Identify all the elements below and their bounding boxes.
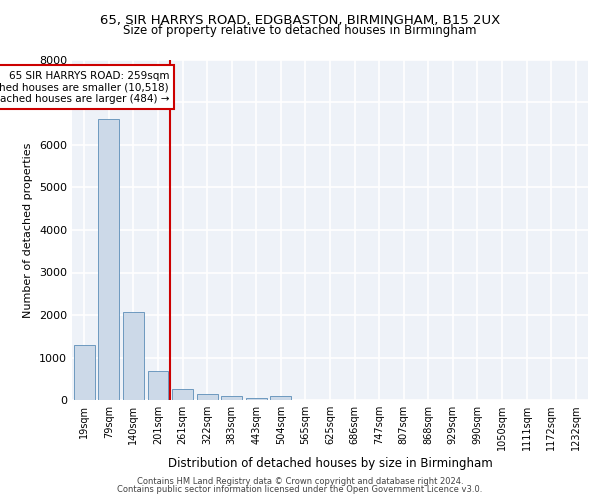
Bar xyxy=(246,398,267,400)
Bar xyxy=(271,396,292,400)
Text: 65, SIR HARRYS ROAD, EDGBASTON, BIRMINGHAM, B15 2UX: 65, SIR HARRYS ROAD, EDGBASTON, BIRMINGH… xyxy=(100,14,500,27)
Bar xyxy=(74,345,95,400)
Text: Size of property relative to detached houses in Birmingham: Size of property relative to detached ho… xyxy=(123,24,477,37)
Bar xyxy=(148,370,169,400)
Bar xyxy=(98,120,119,400)
Text: 65 SIR HARRYS ROAD: 259sqm
← 96% of detached houses are smaller (10,518)
4% of s: 65 SIR HARRYS ROAD: 259sqm ← 96% of deta… xyxy=(0,70,169,104)
Y-axis label: Number of detached properties: Number of detached properties xyxy=(23,142,34,318)
Text: Contains public sector information licensed under the Open Government Licence v3: Contains public sector information licen… xyxy=(118,484,482,494)
Bar xyxy=(197,394,218,400)
X-axis label: Distribution of detached houses by size in Birmingham: Distribution of detached houses by size … xyxy=(167,458,493,470)
Bar xyxy=(123,312,144,400)
Text: Contains HM Land Registry data © Crown copyright and database right 2024.: Contains HM Land Registry data © Crown c… xyxy=(137,477,463,486)
Bar xyxy=(221,396,242,400)
Bar xyxy=(172,388,193,400)
